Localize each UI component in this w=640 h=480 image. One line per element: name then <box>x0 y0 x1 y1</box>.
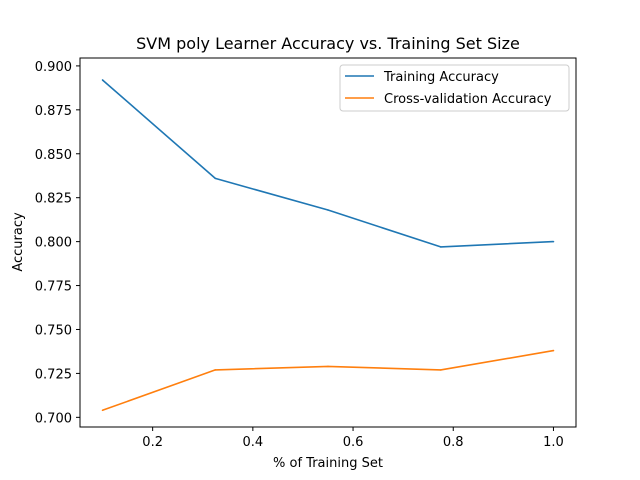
data-point <box>101 79 104 81</box>
x-tick-label: 0.8 <box>443 435 464 450</box>
data-point <box>439 369 442 371</box>
data-point <box>552 240 555 243</box>
legend: Training Accuracy Cross-validation Accura… <box>339 64 570 112</box>
data-point <box>327 365 329 368</box>
data-point <box>552 349 555 352</box>
y-tick-label: 0.750 <box>35 323 72 338</box>
x-tick-label: 0.6 <box>343 435 364 450</box>
y-tick-label: 0.775 <box>35 280 72 295</box>
legend-label-2: Cross-validation Accuracy <box>384 92 552 107</box>
y-tick-label: 0.850 <box>35 148 72 163</box>
data-point <box>439 246 442 248</box>
chart-title: SVM poly Learner Accuracy vs. Training S… <box>136 34 520 53</box>
y-tick-label: 0.825 <box>35 192 72 207</box>
y-tick-label: 0.725 <box>35 367 72 382</box>
data-point <box>327 209 329 211</box>
data-point <box>101 409 104 412</box>
y-tick-label: 0.875 <box>35 104 72 119</box>
x-axis: 0.2 0.4 0.6 0.8 1.0 <box>142 427 564 450</box>
data-point <box>214 177 217 180</box>
series-line-2 <box>102 349 554 412</box>
plot-lines <box>101 79 555 412</box>
data-point <box>214 369 217 371</box>
y-tick-label: 0.900 <box>35 60 72 75</box>
x-tick-label: 0.4 <box>243 435 264 450</box>
x-tick-label: 0.2 <box>142 435 163 450</box>
plot-frame <box>79 57 577 428</box>
x-tick-label: 1.0 <box>543 435 564 450</box>
y-tick-label: 0.700 <box>35 411 72 426</box>
legend-label-1: Training Accuracy <box>383 70 499 85</box>
x-axis-title: % of Training Set <box>273 456 383 471</box>
y-axis: 0.700 0.725 0.750 0.775 0.800 0.825 0.850 0.875… <box>35 60 80 426</box>
legend-box <box>339 64 570 112</box>
y-axis-title: Accuracy <box>11 212 26 272</box>
y-tick-label: 0.800 <box>35 236 72 251</box>
